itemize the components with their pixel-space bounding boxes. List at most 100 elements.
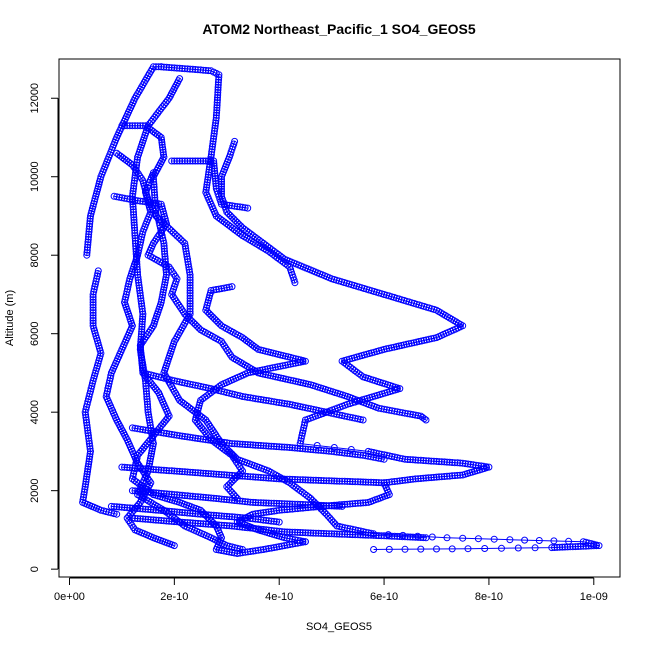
- data-point: [181, 492, 189, 500]
- data-point: [278, 542, 286, 550]
- data-point: [86, 442, 94, 450]
- data-point: [401, 533, 409, 541]
- data-point: [309, 405, 317, 413]
- data-point: [246, 394, 254, 402]
- data-point: [225, 439, 233, 447]
- data-point: [283, 500, 291, 508]
- data-point: [239, 472, 246, 480]
- data-point: [438, 458, 446, 466]
- data-point: [181, 509, 189, 517]
- data-point: [236, 440, 244, 448]
- data-point: [370, 531, 378, 539]
- data-point: [456, 459, 464, 467]
- data-point: [383, 532, 391, 540]
- series-14: [128, 487, 346, 510]
- data-point: [186, 292, 194, 300]
- data-point: [90, 285, 98, 293]
- data-point: [362, 499, 370, 507]
- x-tick-label: 6e-10: [370, 591, 398, 603]
- data-point: [218, 547, 225, 554]
- data-point: [220, 438, 228, 446]
- data-point: [388, 453, 396, 460]
- data-point: [176, 64, 184, 72]
- data-point: [312, 501, 320, 509]
- data-point: [325, 447, 333, 455]
- data-point: [152, 428, 160, 436]
- data-point: [181, 433, 189, 440]
- data-point: [370, 478, 378, 486]
- data-point: [152, 63, 160, 71]
- data-point: [270, 544, 278, 552]
- data-point: [162, 276, 169, 284]
- data-point: [210, 511, 218, 519]
- data-point: [398, 455, 406, 463]
- data-point: [377, 532, 385, 540]
- data-point: [82, 478, 90, 486]
- data-point: [163, 507, 170, 515]
- data-point: [191, 493, 199, 501]
- data-point: [338, 449, 346, 457]
- data-point: [126, 122, 134, 130]
- data-point: [139, 313, 147, 321]
- data-point: [228, 549, 236, 556]
- data-point: [186, 273, 194, 281]
- data-point: [123, 464, 131, 471]
- x-axis: 0e+00 2e-10 4e-10 6e-10 8e-10 1e-09: [54, 577, 608, 603]
- data-point: [142, 465, 149, 473]
- data-point: [211, 122, 219, 130]
- data-point: [506, 536, 514, 544]
- data-point: [433, 457, 440, 465]
- data-point: [273, 518, 281, 526]
- data-point: [199, 66, 207, 74]
- data-point: [210, 494, 218, 502]
- data-point: [317, 407, 325, 415]
- data-point: [208, 143, 216, 151]
- data-point: [228, 496, 236, 504]
- data-point: [571, 543, 579, 551]
- data-point: [341, 449, 349, 457]
- data-point: [391, 407, 399, 415]
- data-point: [218, 187, 225, 195]
- data-point: [138, 230, 146, 238]
- data-point: [273, 543, 281, 551]
- data-point: [233, 513, 241, 521]
- data-point: [136, 122, 144, 130]
- data-point: [184, 519, 191, 527]
- data-point: [220, 512, 228, 520]
- data-point: [169, 229, 177, 236]
- data-point: [212, 117, 220, 124]
- data-point: [333, 448, 341, 456]
- data-point: [550, 537, 558, 545]
- data-point: [148, 445, 156, 453]
- data-point: [218, 438, 225, 446]
- data-point: [252, 515, 260, 523]
- data-point: [137, 238, 145, 246]
- data-point: [137, 347, 145, 354]
- data-point: [294, 500, 302, 508]
- data-point: [317, 529, 325, 537]
- data-point: [85, 233, 92, 241]
- data-point: [86, 215, 94, 223]
- data-point: [136, 487, 144, 495]
- data-point: [325, 530, 333, 538]
- data-point: [230, 215, 238, 223]
- data-point: [393, 477, 401, 485]
- data-point: [152, 489, 160, 497]
- data-point: [262, 545, 270, 553]
- data-point: [262, 396, 270, 404]
- data-point: [385, 406, 393, 414]
- data-point: [204, 511, 212, 519]
- data-point: [147, 455, 154, 463]
- data-point: [143, 390, 151, 398]
- data-point: [89, 304, 97, 311]
- data-point: [375, 404, 383, 412]
- data-point: [438, 473, 446, 481]
- data-point: [176, 157, 184, 165]
- data-point: [136, 289, 144, 297]
- data-point: [211, 170, 219, 177]
- data-point: [158, 141, 166, 149]
- data-point: [278, 528, 286, 536]
- data-point: [168, 517, 176, 525]
- data-point: [212, 317, 220, 325]
- data-point: [191, 321, 199, 328]
